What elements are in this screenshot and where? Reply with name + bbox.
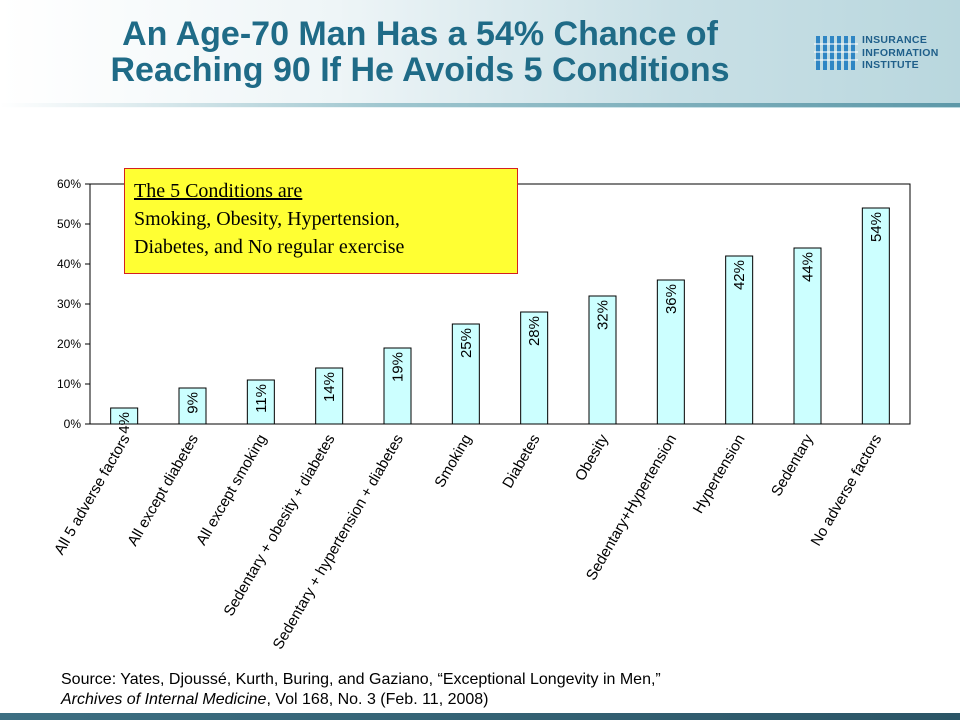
logo-line-3: INSTITUTE — [862, 59, 919, 71]
title-line-1: An Age-70 Man Has a 54% Chance of — [122, 15, 718, 53]
y-tick-label: 10% — [57, 377, 81, 391]
source-line-2: Archives of Internal Medicine, Vol 168, … — [61, 690, 941, 710]
x-category-label: Sedentary + hypertension + diabetes — [270, 432, 407, 653]
y-tick-label: 60% — [57, 177, 81, 191]
x-category-label: All 5 adverse factors — [51, 432, 134, 558]
bar-value-label: 25% — [458, 328, 475, 358]
bar — [110, 407, 139, 425]
y-tick-label: 30% — [57, 297, 81, 311]
source-details: , Vol 168, No. 3 (Feb. 11, 2008) — [266, 691, 489, 708]
x-category-label: Smoking — [431, 432, 475, 491]
footer-bar — [0, 713, 960, 720]
y-tick-label: 40% — [57, 257, 81, 271]
bar-value-label: 54% — [868, 212, 885, 242]
bar — [588, 295, 617, 425]
bar — [383, 347, 412, 425]
y-tick-label: 0% — [64, 417, 82, 431]
bar-value-label: 32% — [595, 300, 612, 330]
bar — [451, 323, 480, 425]
conditions-callout: The 5 Conditions are Smoking, Obesity, H… — [124, 168, 518, 274]
bar-value-label: 28% — [526, 316, 543, 346]
bar-value-label: 14% — [321, 372, 338, 402]
bar-chart: 0% 10% 20% 30% 40% 50% 60% 4% 9% 11% 14% 19% 25% 28%… — [51, 177, 911, 652]
bar-value-label: 11% — [253, 384, 270, 413]
header-band — [0, 0, 960, 108]
bar-value-label: 9% — [185, 392, 202, 414]
bar — [793, 247, 822, 425]
slide-title: An Age-70 Man Has a 54% Chance of Reachi… — [40, 16, 800, 88]
bar-value-label: 44% — [800, 252, 817, 282]
bars-group — [110, 207, 890, 425]
callout-title: The 5 Conditions are — [134, 180, 303, 202]
source-citation: Source: Yates, Djoussé, Kurth, Buring, a… — [61, 670, 941, 710]
source-line-1: Source: Yates, Djoussé, Kurth, Buring, a… — [61, 671, 661, 688]
bar-value-label: 36% — [663, 284, 680, 314]
x-category-label: All except smoking — [193, 432, 270, 549]
iii-logo: INSURANCE INFORMATION INSTITUTE — [814, 33, 954, 73]
y-axis: 0% 10% 20% 30% 40% 50% 60% — [57, 177, 90, 431]
bar-labels-group: 4% 9% 11% 14% 19% 25% 28% 32% 36% 42% 44% 54% — [116, 212, 885, 434]
bar — [725, 255, 754, 425]
iii-logo-icon — [814, 36, 858, 70]
bar — [246, 379, 275, 425]
y-tick-label: 50% — [57, 217, 81, 231]
logo-line-2: INFORMATION — [862, 46, 939, 59]
x-category-label: Obesity — [572, 431, 612, 484]
bar — [656, 279, 685, 425]
callout-line-2: Diabetes, and No regular exercise — [134, 236, 405, 258]
logo-wordmark: INSURANCE INFORMATION INSTITUTE — [862, 34, 939, 72]
logo-line-1: INSURANCE — [862, 34, 928, 46]
bar — [178, 387, 207, 425]
bar-value-label: 42% — [731, 260, 748, 290]
bar-value-label: 4% — [116, 412, 133, 434]
x-category-label: Hypertension — [690, 432, 749, 517]
x-category-label: All except diabetes — [124, 432, 202, 550]
y-tick-label: 20% — [57, 337, 81, 351]
x-category-label: Diabetes — [499, 432, 543, 492]
header-divider — [0, 103, 960, 107]
bar — [861, 207, 890, 425]
title-line-2: Reaching 90 If He Avoids 5 Conditions — [110, 51, 730, 89]
x-category-label: Sedentary — [768, 431, 817, 499]
bar-value-label: 19% — [390, 352, 407, 382]
journal-name: Archives of Internal Medicine — [61, 691, 267, 708]
bar — [315, 367, 344, 425]
bar — [520, 311, 549, 425]
x-category-label: No adverse factors — [808, 432, 886, 550]
callout-line-1: Smoking, Obesity, Hypertension, — [134, 208, 400, 230]
